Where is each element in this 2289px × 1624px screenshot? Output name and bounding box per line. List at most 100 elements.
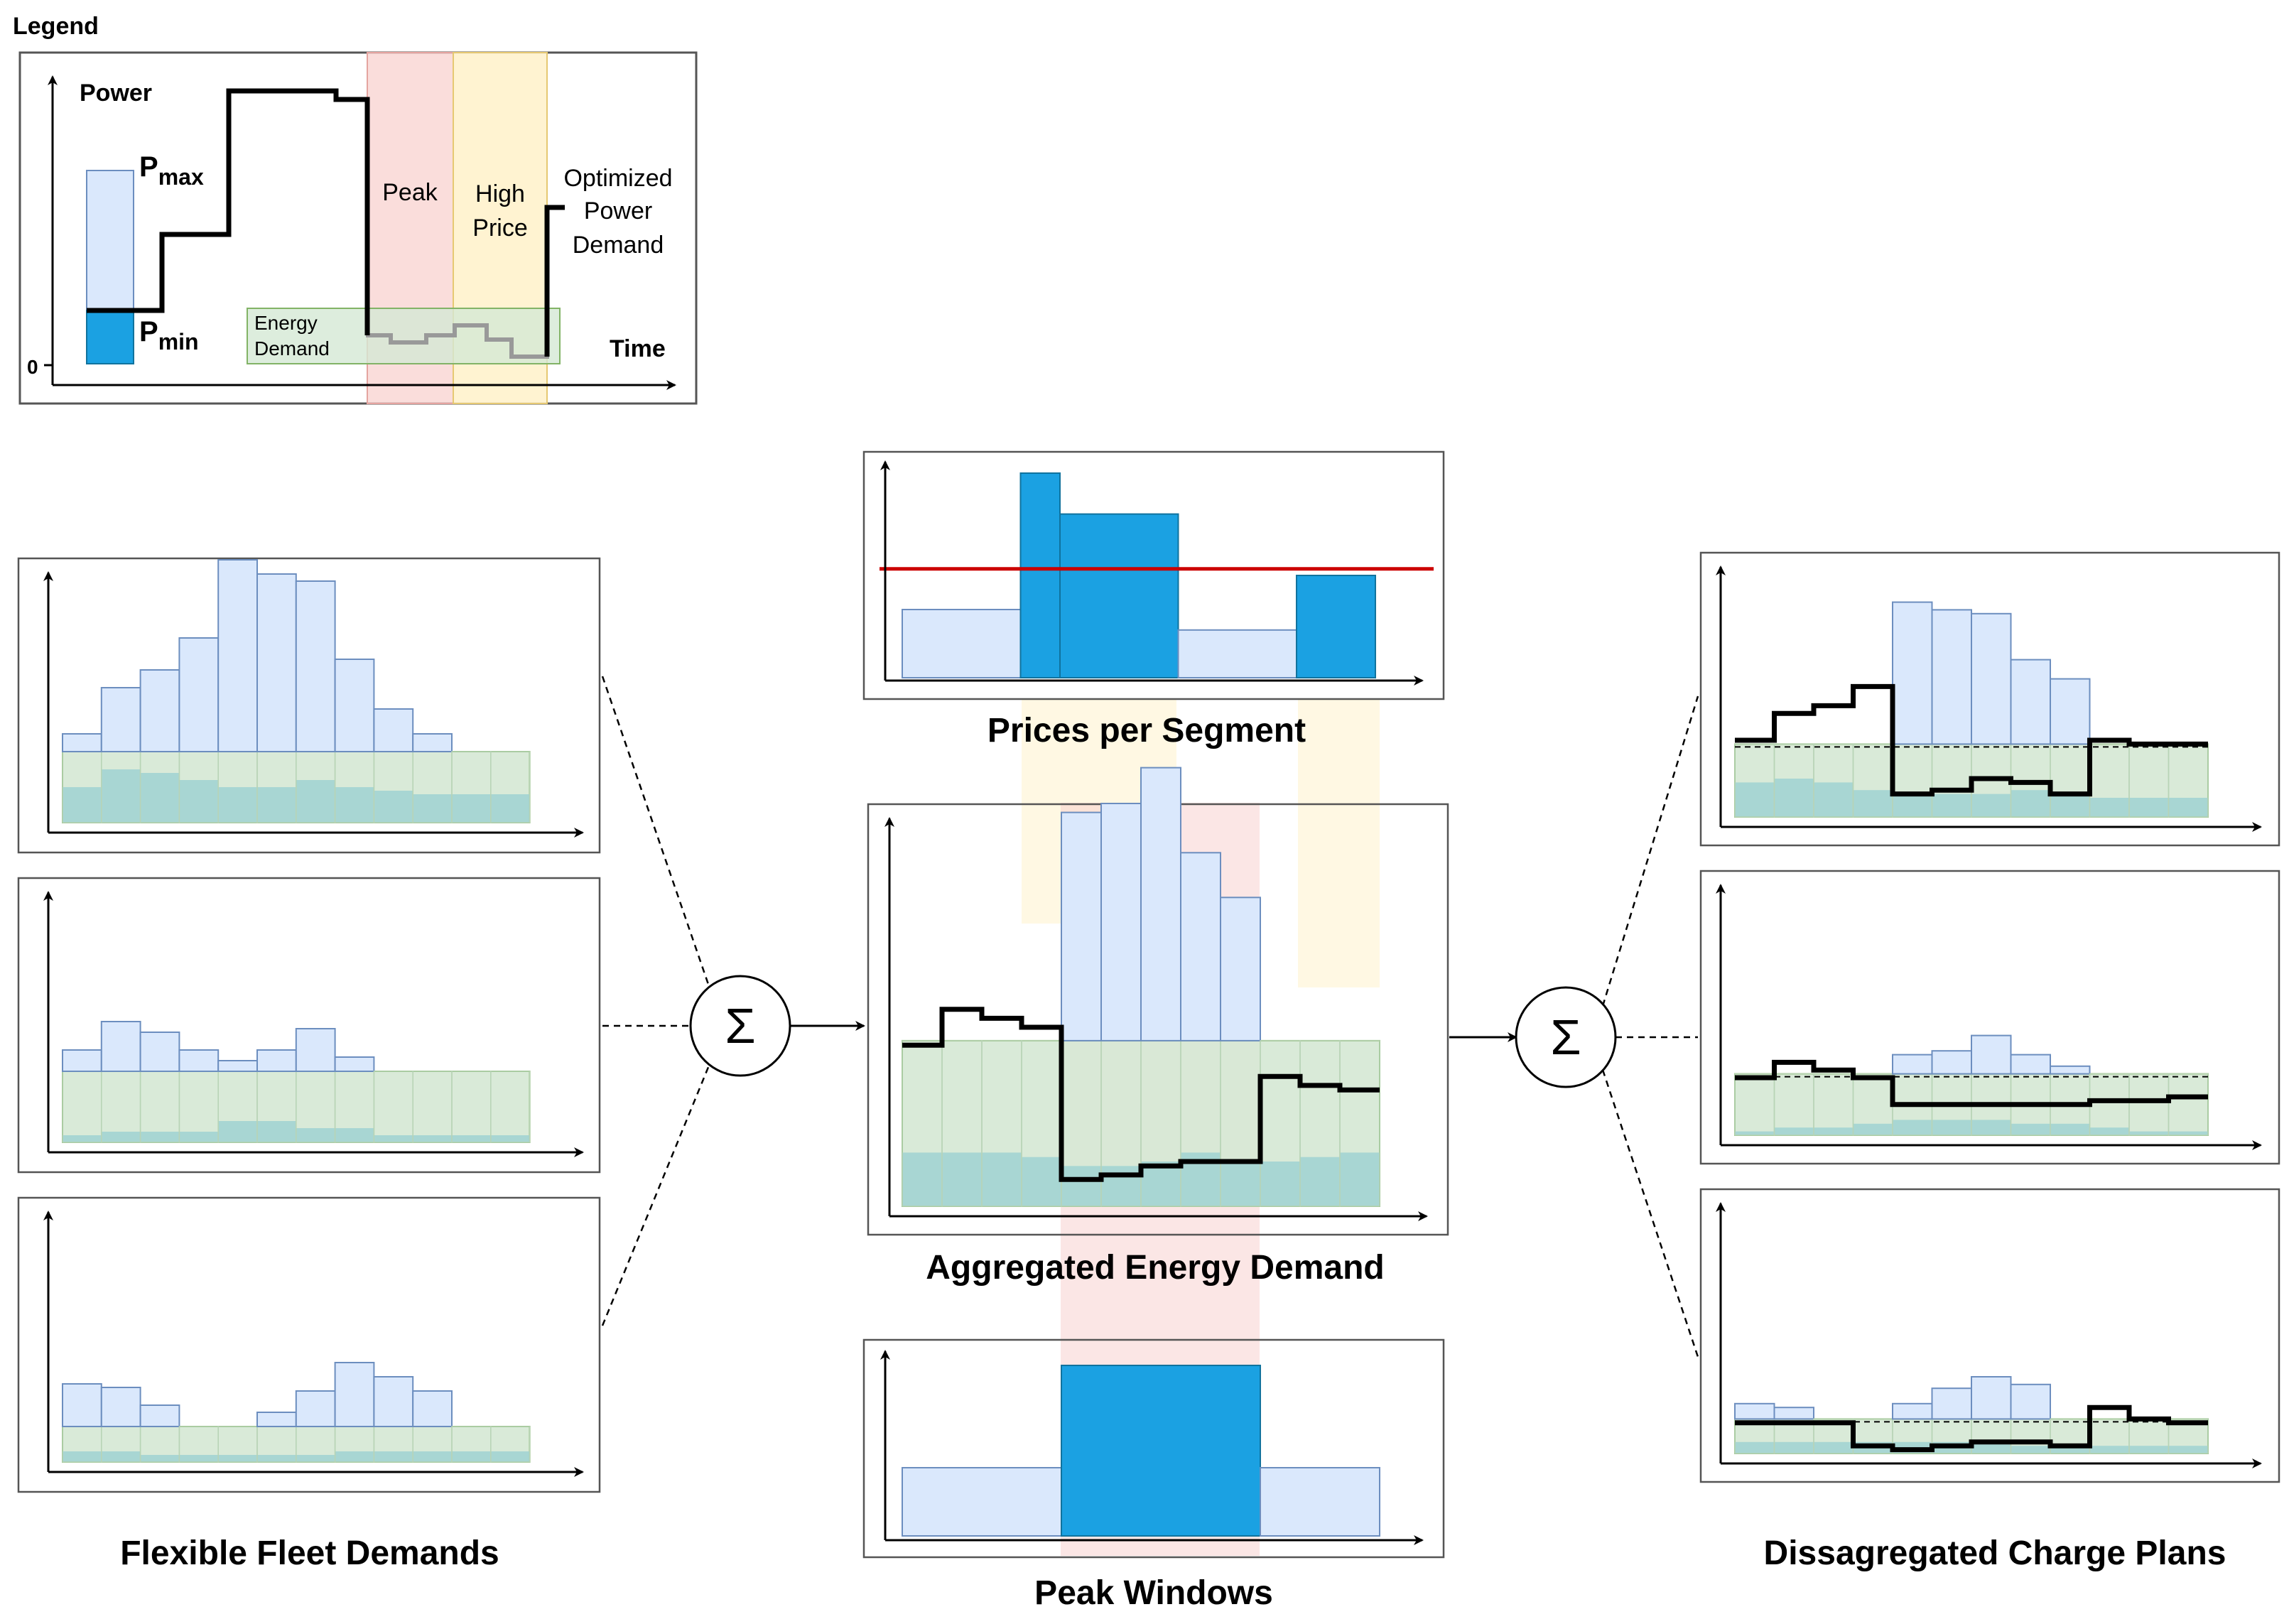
plan-3-optimized-line [1735, 1404, 2208, 1453]
fleet-3-pmax-bar [62, 1383, 102, 1427]
fleet-2-pmin-bar [335, 1128, 374, 1142]
fleet-2-pmax-bar [334, 1056, 375, 1072]
plan-1-pmin-bar [1932, 794, 1971, 817]
price-bar-1 [1019, 472, 1061, 678]
captions: Flexible Fleet Demands Prices per Segmen… [120, 712, 2226, 1612]
plan-1-pmin-bar [2089, 798, 2129, 817]
fleet-2-pmax-bar [62, 1049, 102, 1072]
plan-2-pmin-bar [1774, 1127, 1814, 1135]
plan-2-pmax-bar [2050, 1065, 2091, 1075]
fleet-3-pmin-bar [101, 1451, 141, 1462]
plan-2-pmin-bar [2168, 1131, 2208, 1135]
plan-2-pmax-bar [1931, 1050, 1972, 1075]
legend-title: Legend [13, 13, 99, 40]
fleet-1-pmin-bar [179, 780, 219, 823]
legend-pmax-bar [86, 170, 134, 311]
fleet-3-pmin-bar [413, 1451, 452, 1462]
aggregated-pmin-bar [902, 1152, 942, 1206]
fleet-2-pmin-bar [101, 1132, 141, 1142]
legend-axis-time: Time [610, 335, 666, 362]
fleet-2-pmax-bar [295, 1028, 336, 1072]
legend-pmin-bar [86, 310, 134, 364]
legend: Legend Power Time 0 Pmax Pmin Peak High … [13, 13, 698, 405]
plan-3-pmax-bar [1773, 1407, 1814, 1420]
peak-window-bar-0 [902, 1467, 1062, 1537]
plan-3-pmin-bar [1971, 1441, 2011, 1454]
fleet-3-pmax-bar [373, 1376, 414, 1427]
fleet-3-pmin-bar [257, 1455, 296, 1462]
fleet-1-pmax-bar [139, 669, 180, 752]
fleet-2-pmin-bar [490, 1135, 530, 1142]
connectors: Σ Σ [601, 676, 1699, 1358]
plan-1-pmax-bar [2010, 659, 2051, 745]
plan-1-pmax-bar [2050, 678, 2091, 745]
aggregated-pmax-bar [1220, 897, 1261, 1041]
plan-1-frame [1699, 551, 2280, 847]
plan-3-pmax-bar [1734, 1402, 1775, 1420]
plan-3-pmin-bar [1774, 1441, 1814, 1454]
fleet-1-pmin-bar [101, 769, 141, 823]
price-bar-2 [1059, 513, 1179, 678]
plan-2-pmin-bar [2011, 1123, 2050, 1135]
aggregated-pmin-bar [1300, 1157, 1340, 1206]
plan-3-frame [1699, 1188, 2280, 1483]
fleet-3-pmax-bar [412, 1390, 453, 1427]
plan-2-pmin-bar [1814, 1127, 1854, 1135]
fleet-1-pmax-bar [295, 580, 336, 752]
legend-optimized-line [87, 88, 565, 357]
fleet-1-pmin-bar [413, 794, 452, 823]
plan-1-pmin-bar [1774, 779, 1814, 817]
fleet-3-pmax-bar [100, 1387, 141, 1427]
fleet-1-pmin-bar [335, 787, 374, 823]
sum-node-1-symbol: Σ [725, 998, 755, 1054]
plan-2-pmin-bar [2050, 1123, 2090, 1135]
fleet-3-pmin-bar [63, 1451, 102, 1462]
fleet-2-pmax-bar [100, 1021, 141, 1072]
legend-peak-label: Peak [382, 179, 438, 206]
fleet-2-pmax-bar [217, 1060, 259, 1072]
fleet-2-pmax-bar [139, 1032, 180, 1072]
sum-node-2-symbol: Σ [1550, 1009, 1581, 1065]
plan-1-pmin-bar [2129, 798, 2169, 817]
legend-energy-label-1: Energy [254, 312, 318, 334]
legend-energy-line [366, 308, 549, 359]
peaks-caption: Peak Windows [1034, 1574, 1273, 1612]
fleet-3-frame [17, 1196, 601, 1493]
fleet-1-pmax-bar [217, 559, 259, 752]
fleet-3-pmin-bar [374, 1451, 413, 1462]
plan-2-pmin-bar [2089, 1127, 2129, 1135]
plan-3-pmax-bar [2010, 1383, 2051, 1420]
fleet-3-connector [601, 1058, 713, 1326]
aggregated-pmin-bar [1022, 1157, 1061, 1206]
plan-1-pmin-bar [1893, 794, 1932, 817]
aggregated-pmin-bar [942, 1152, 982, 1206]
price-bar-0 [902, 609, 1022, 678]
fleet-1-pmax-bar [334, 659, 375, 752]
aggregated-pmax-bar [1100, 803, 1142, 1041]
aggregated-pmin-bar [1141, 1162, 1181, 1206]
aggregated-energy-cell [1339, 1040, 1380, 1207]
legend-energy-box [247, 308, 561, 364]
aggregated-pmin-bar [982, 1152, 1022, 1206]
legend-pmax-label: Pmax [139, 151, 204, 190]
aggregated-pmin-bar [1260, 1162, 1300, 1206]
plan-3-energy-cell [2168, 1418, 2209, 1454]
legend-optimized-label-1: Optimized [563, 165, 672, 192]
fleet-3-pmin-bar [179, 1455, 219, 1462]
fleet-2-pmin-bar [63, 1135, 102, 1142]
fleet-caption: Flexible Fleet Demands [120, 1534, 499, 1572]
aggregated-pmin-bar [1340, 1152, 1380, 1206]
fleet-1-pmax-bar [412, 733, 453, 752]
plan-2-pmin-bar [1893, 1120, 1932, 1135]
fleet-2-pmin-bar [218, 1121, 257, 1142]
fleet-2-pmin-bar [413, 1135, 452, 1142]
plan-2-pmax-bar [2010, 1054, 2051, 1075]
plan-1-pmax-bar [1931, 609, 1972, 745]
plan-2-pmax-bar [1971, 1034, 2012, 1075]
aggregated-pmax-bar [1180, 852, 1221, 1041]
fleet-2-pmin-bar [452, 1135, 491, 1142]
plan-3-pmax-bar [1931, 1387, 1972, 1420]
plan-3-pmax-bar [1971, 1376, 2012, 1420]
fleet-3-pmax-bar [334, 1362, 375, 1427]
plan-1-pmin-bar [2050, 794, 2090, 817]
